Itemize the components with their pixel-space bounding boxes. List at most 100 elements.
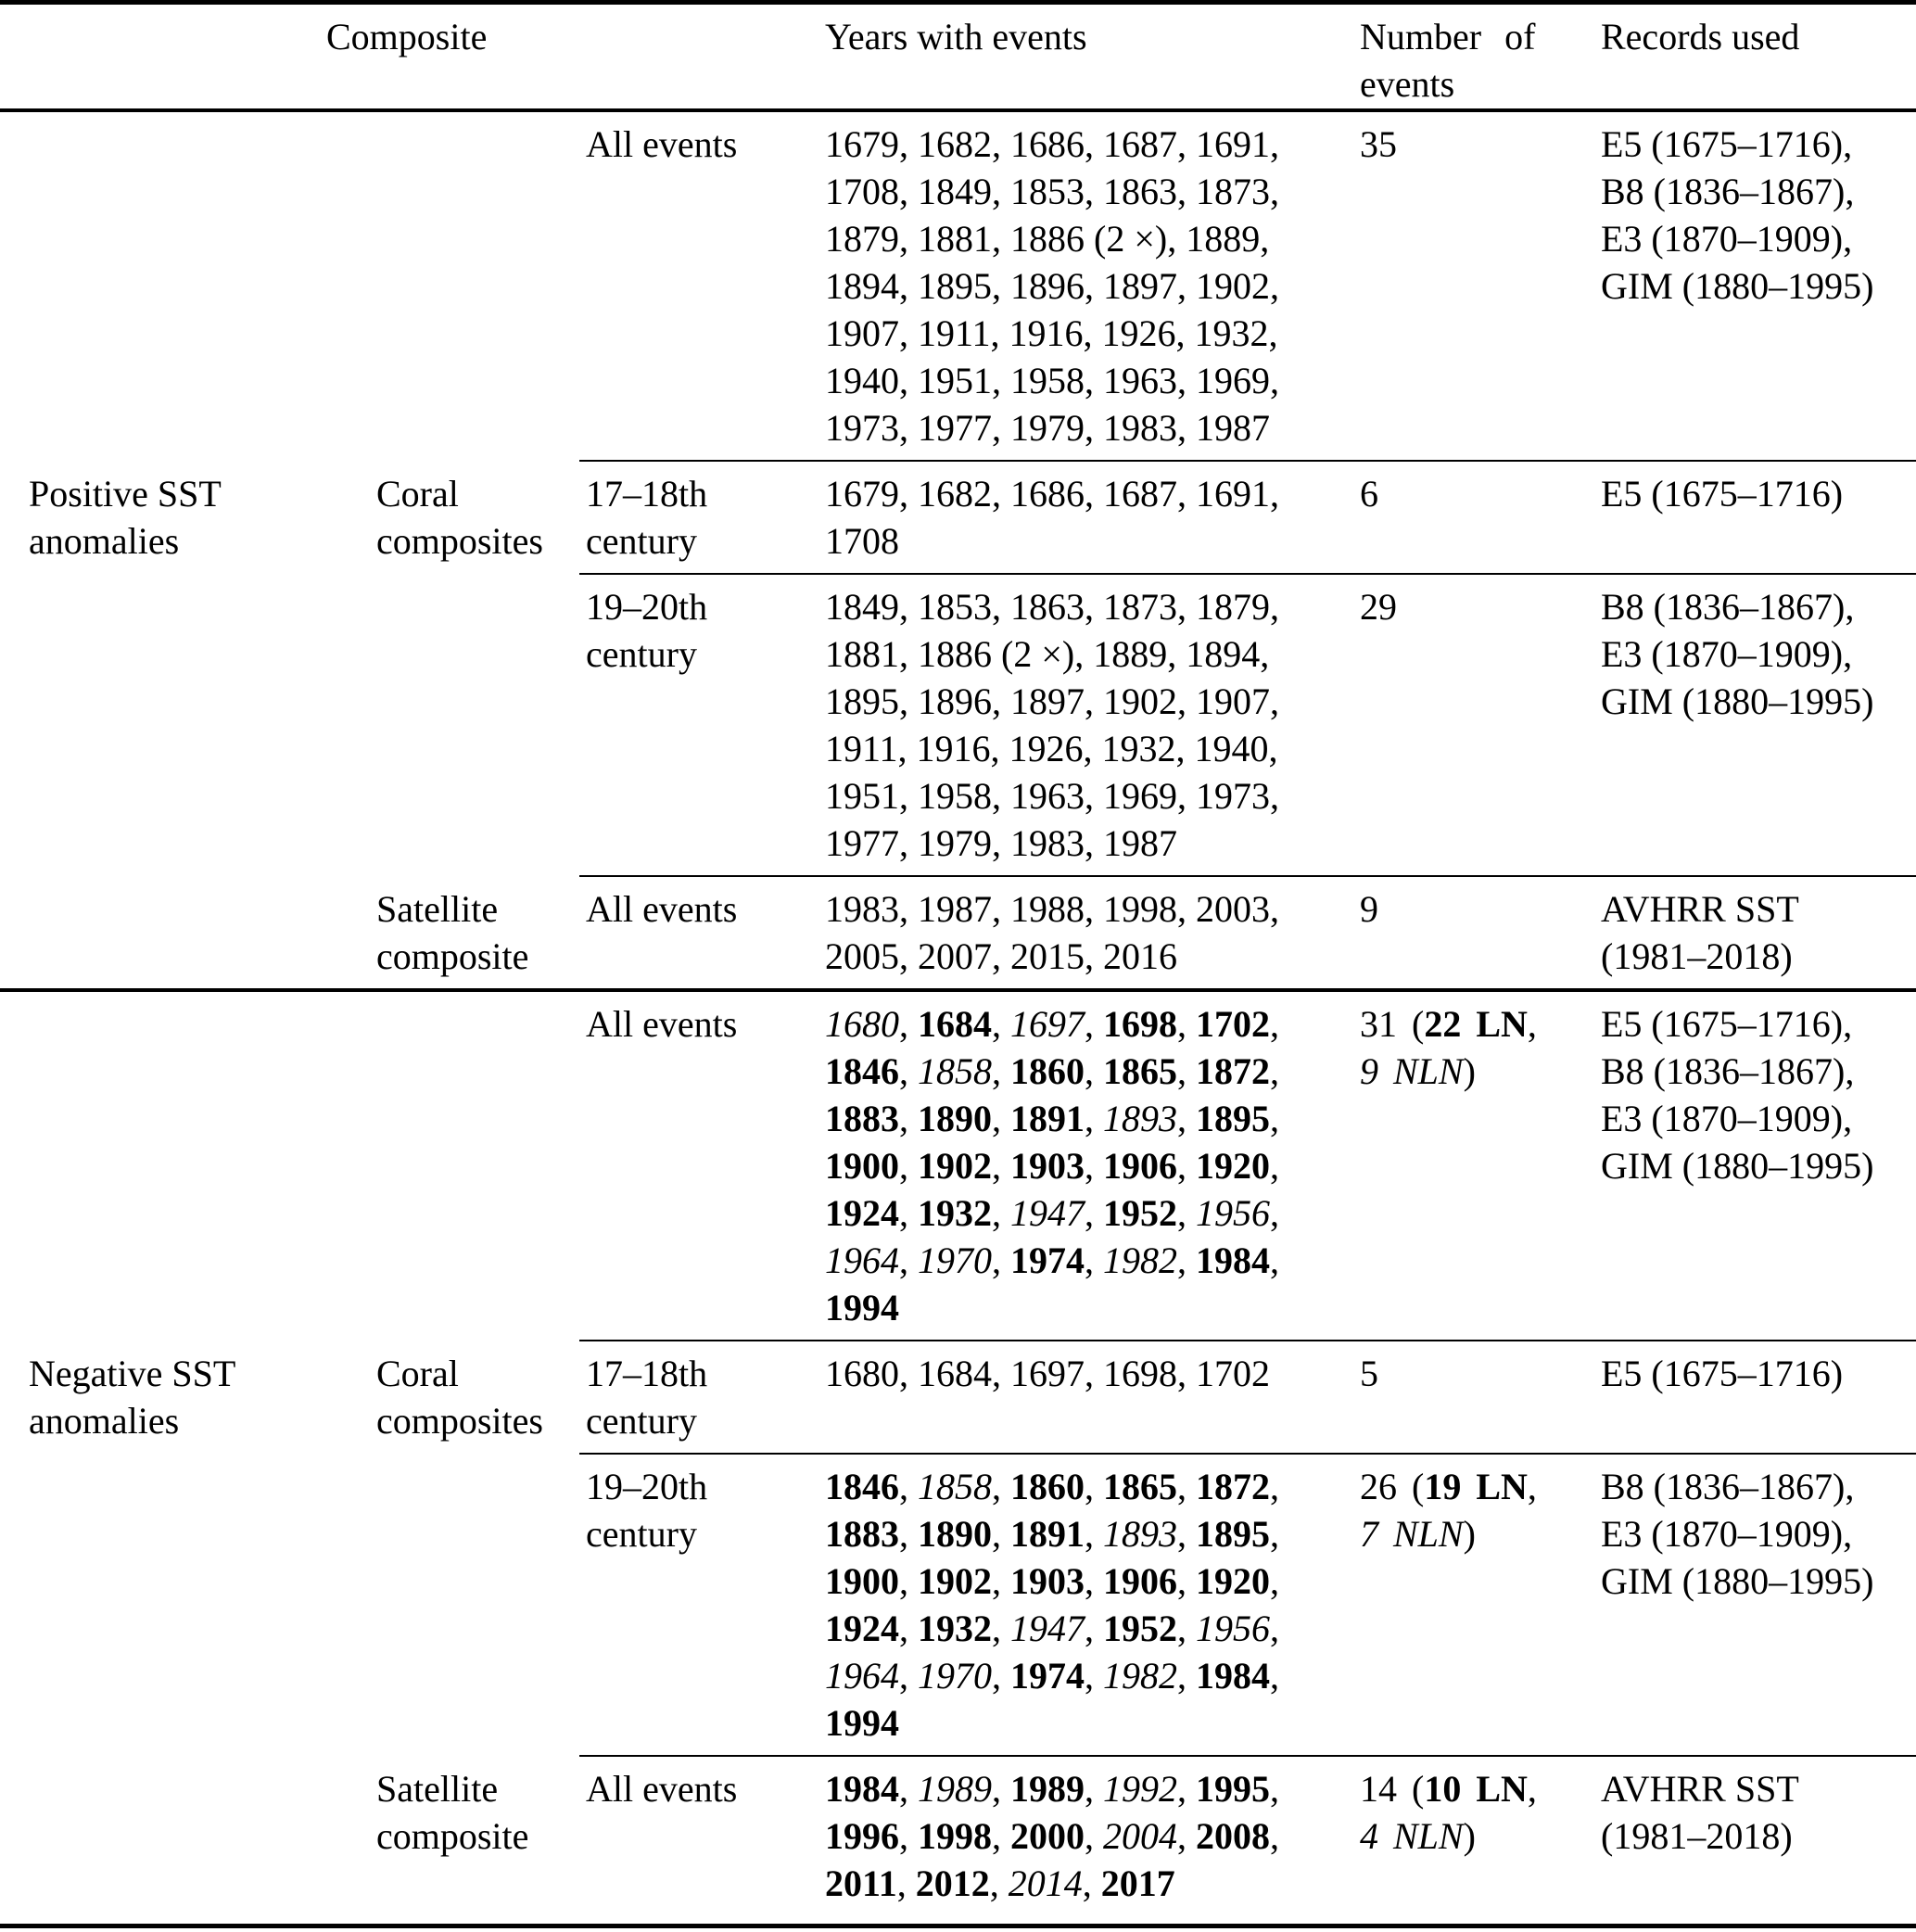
value: 1951 xyxy=(918,360,992,401)
records-line: E3 (1870–1909), xyxy=(1601,1098,1853,1139)
group-cell xyxy=(29,121,376,451)
records-used-cell: E5 (1675–1716), B8 (1836–1867), E3 (1870–1… xyxy=(1601,121,1916,451)
composite-label: composite xyxy=(376,935,529,977)
years-line: 1846, 1858, 1860, 1865, 1872, xyxy=(825,1466,1279,1507)
table-row: Positive SST anomalies Coral composites 17–1… xyxy=(0,462,1916,573)
number-of-events-cell: 14 (10 LN, 4 NLN) xyxy=(1360,1765,1601,1907)
value: 1983 xyxy=(1010,822,1085,864)
value: 1973 xyxy=(825,407,899,449)
value-bold: 1920 xyxy=(1196,1560,1270,1602)
section-divider xyxy=(0,988,1916,992)
number-of-events-cell: 31 (22 LN, 9 NLN) xyxy=(1360,1000,1601,1331)
value: 1679 xyxy=(825,123,899,165)
years-line: 1973, 1977, 1979, 1983, 1987 xyxy=(825,407,1270,449)
composite-cell xyxy=(376,1000,586,1331)
value-bold: 1974 xyxy=(1010,1239,1085,1281)
value-bold: 10 LN xyxy=(1424,1768,1528,1810)
value: 1894 xyxy=(825,265,899,307)
value-italic: 1893 xyxy=(1103,1513,1177,1555)
group-cell xyxy=(29,1000,376,1331)
years-cell: 1679, 1682, 1686, 1687, 1691, 1708, 1849,… xyxy=(825,121,1360,451)
value-bold: 1846 xyxy=(825,1466,899,1507)
value: 2005 xyxy=(825,935,899,977)
subset-label: All events xyxy=(586,1003,738,1045)
value-bold: 2017 xyxy=(1100,1862,1175,1904)
group-cell xyxy=(29,1765,376,1907)
value: 1902 xyxy=(1196,265,1270,307)
value-italic: 1858 xyxy=(918,1466,992,1507)
subset-label: All events xyxy=(586,888,738,930)
records-line: B8 (1836–1867), xyxy=(1601,1050,1855,1092)
header-composite: Composite xyxy=(326,16,488,57)
value-bold: 1984 xyxy=(1196,1655,1270,1697)
value: 1988 xyxy=(1010,888,1085,930)
value-bold: 1900 xyxy=(825,1560,899,1602)
value: 1987 xyxy=(1103,822,1177,864)
composite-label: composites xyxy=(376,1400,543,1442)
value: 1682 xyxy=(918,123,992,165)
value: 1907 xyxy=(825,312,899,354)
years-line: 1883, 1890, 1891, 1893, 1895, xyxy=(825,1513,1279,1555)
records-line: E3 (1870–1909), xyxy=(1601,1513,1853,1555)
value: 35 xyxy=(1360,123,1397,165)
subset-label: All events xyxy=(586,123,738,165)
years-cell: 1680, 1684, 1697, 1698, 1702 xyxy=(825,1350,1360,1444)
table-row: All events 1679, 1682, 1686, 1687, 1691, 1… xyxy=(0,112,1916,460)
records-used-cell: B8 (1836–1867), E3 (1870–1909), GIM (1880–… xyxy=(1601,583,1916,867)
value-bold: 2000 xyxy=(1010,1815,1085,1857)
value: 1691 xyxy=(1196,123,1270,165)
years-line: 1679, 1682, 1686, 1687, 1691, xyxy=(825,123,1279,165)
records-used-cell: E5 (1675–1716) xyxy=(1601,1350,1916,1444)
number-of-events-cell: 35 xyxy=(1360,121,1601,451)
top-rule xyxy=(0,0,1916,5)
value: 1926 xyxy=(1009,728,1084,769)
value: 1932 xyxy=(1101,728,1176,769)
records-line: B8 (1836–1867), xyxy=(1601,171,1855,212)
value: 1686 xyxy=(1010,123,1085,165)
value-bold: 1989 xyxy=(1010,1768,1085,1810)
row-divider xyxy=(579,875,1916,877)
value: 1682 xyxy=(918,473,992,515)
value-bold: 1903 xyxy=(1010,1560,1085,1602)
value: 29 xyxy=(1360,586,1397,628)
value: 5 xyxy=(1360,1353,1378,1394)
value-bold: 1994 xyxy=(825,1287,899,1328)
value: 1697 xyxy=(1010,1353,1085,1394)
group-label: Positive SST xyxy=(29,473,222,515)
value: 1987 xyxy=(918,888,992,930)
value: 1895 xyxy=(825,680,899,722)
value-bold: 1846 xyxy=(825,1050,899,1092)
value-italic: 7 NLN xyxy=(1360,1513,1464,1555)
value-bold: 1890 xyxy=(918,1513,992,1555)
number-of-events-cell: 29 xyxy=(1360,583,1601,867)
subset-label: 19–20th xyxy=(586,586,708,628)
header-number-of-events: Number of events xyxy=(1360,13,1592,108)
value-bold: 1994 xyxy=(825,1702,899,1744)
composite-cell xyxy=(376,583,586,867)
value-italic: 1964 xyxy=(825,1239,899,1281)
years-line: 1680, 1684, 1697, 1698, 1702 xyxy=(825,1353,1270,1394)
value-bold: 1684 xyxy=(918,1003,992,1045)
value: 1879 xyxy=(825,218,899,260)
value: 1983 xyxy=(825,888,899,930)
value: 1983 xyxy=(1103,407,1177,449)
years-cell: 1680, 1684, 1697, 1698, 1702, 1846, 1858,… xyxy=(825,1000,1360,1331)
value-bold: 1924 xyxy=(825,1192,899,1234)
number-line: 14 (10 LN, xyxy=(1360,1765,1592,1812)
subset-cell: 19–20th century xyxy=(586,1463,825,1747)
value: 1691 xyxy=(1196,473,1270,515)
years-line: 1994 xyxy=(825,1284,1351,1331)
composite-label: Coral xyxy=(376,1353,459,1394)
composite-cell: Satellite composite xyxy=(376,885,586,980)
table-row: 19–20th century 1846, 1858, 1860, 1865, 18… xyxy=(0,1455,1916,1755)
value: 1951 xyxy=(825,775,899,817)
value: , xyxy=(1527,1768,1537,1810)
years-line: 1964, 1970, 1974, 1982, 1984, xyxy=(825,1239,1279,1281)
subset-label: 17–18th xyxy=(586,1353,708,1394)
records-used-cell: E5 (1675–1716) xyxy=(1601,470,1916,565)
years-cell: 1846, 1858, 1860, 1865, 1872, 1883, 1890,… xyxy=(825,1463,1360,1747)
value: 1916 xyxy=(1009,312,1084,354)
row-divider xyxy=(579,1340,1916,1341)
years-line: 1996, 1998, 2000, 2004, 2008, xyxy=(825,1815,1279,1857)
value-bold: 1865 xyxy=(1103,1050,1177,1092)
